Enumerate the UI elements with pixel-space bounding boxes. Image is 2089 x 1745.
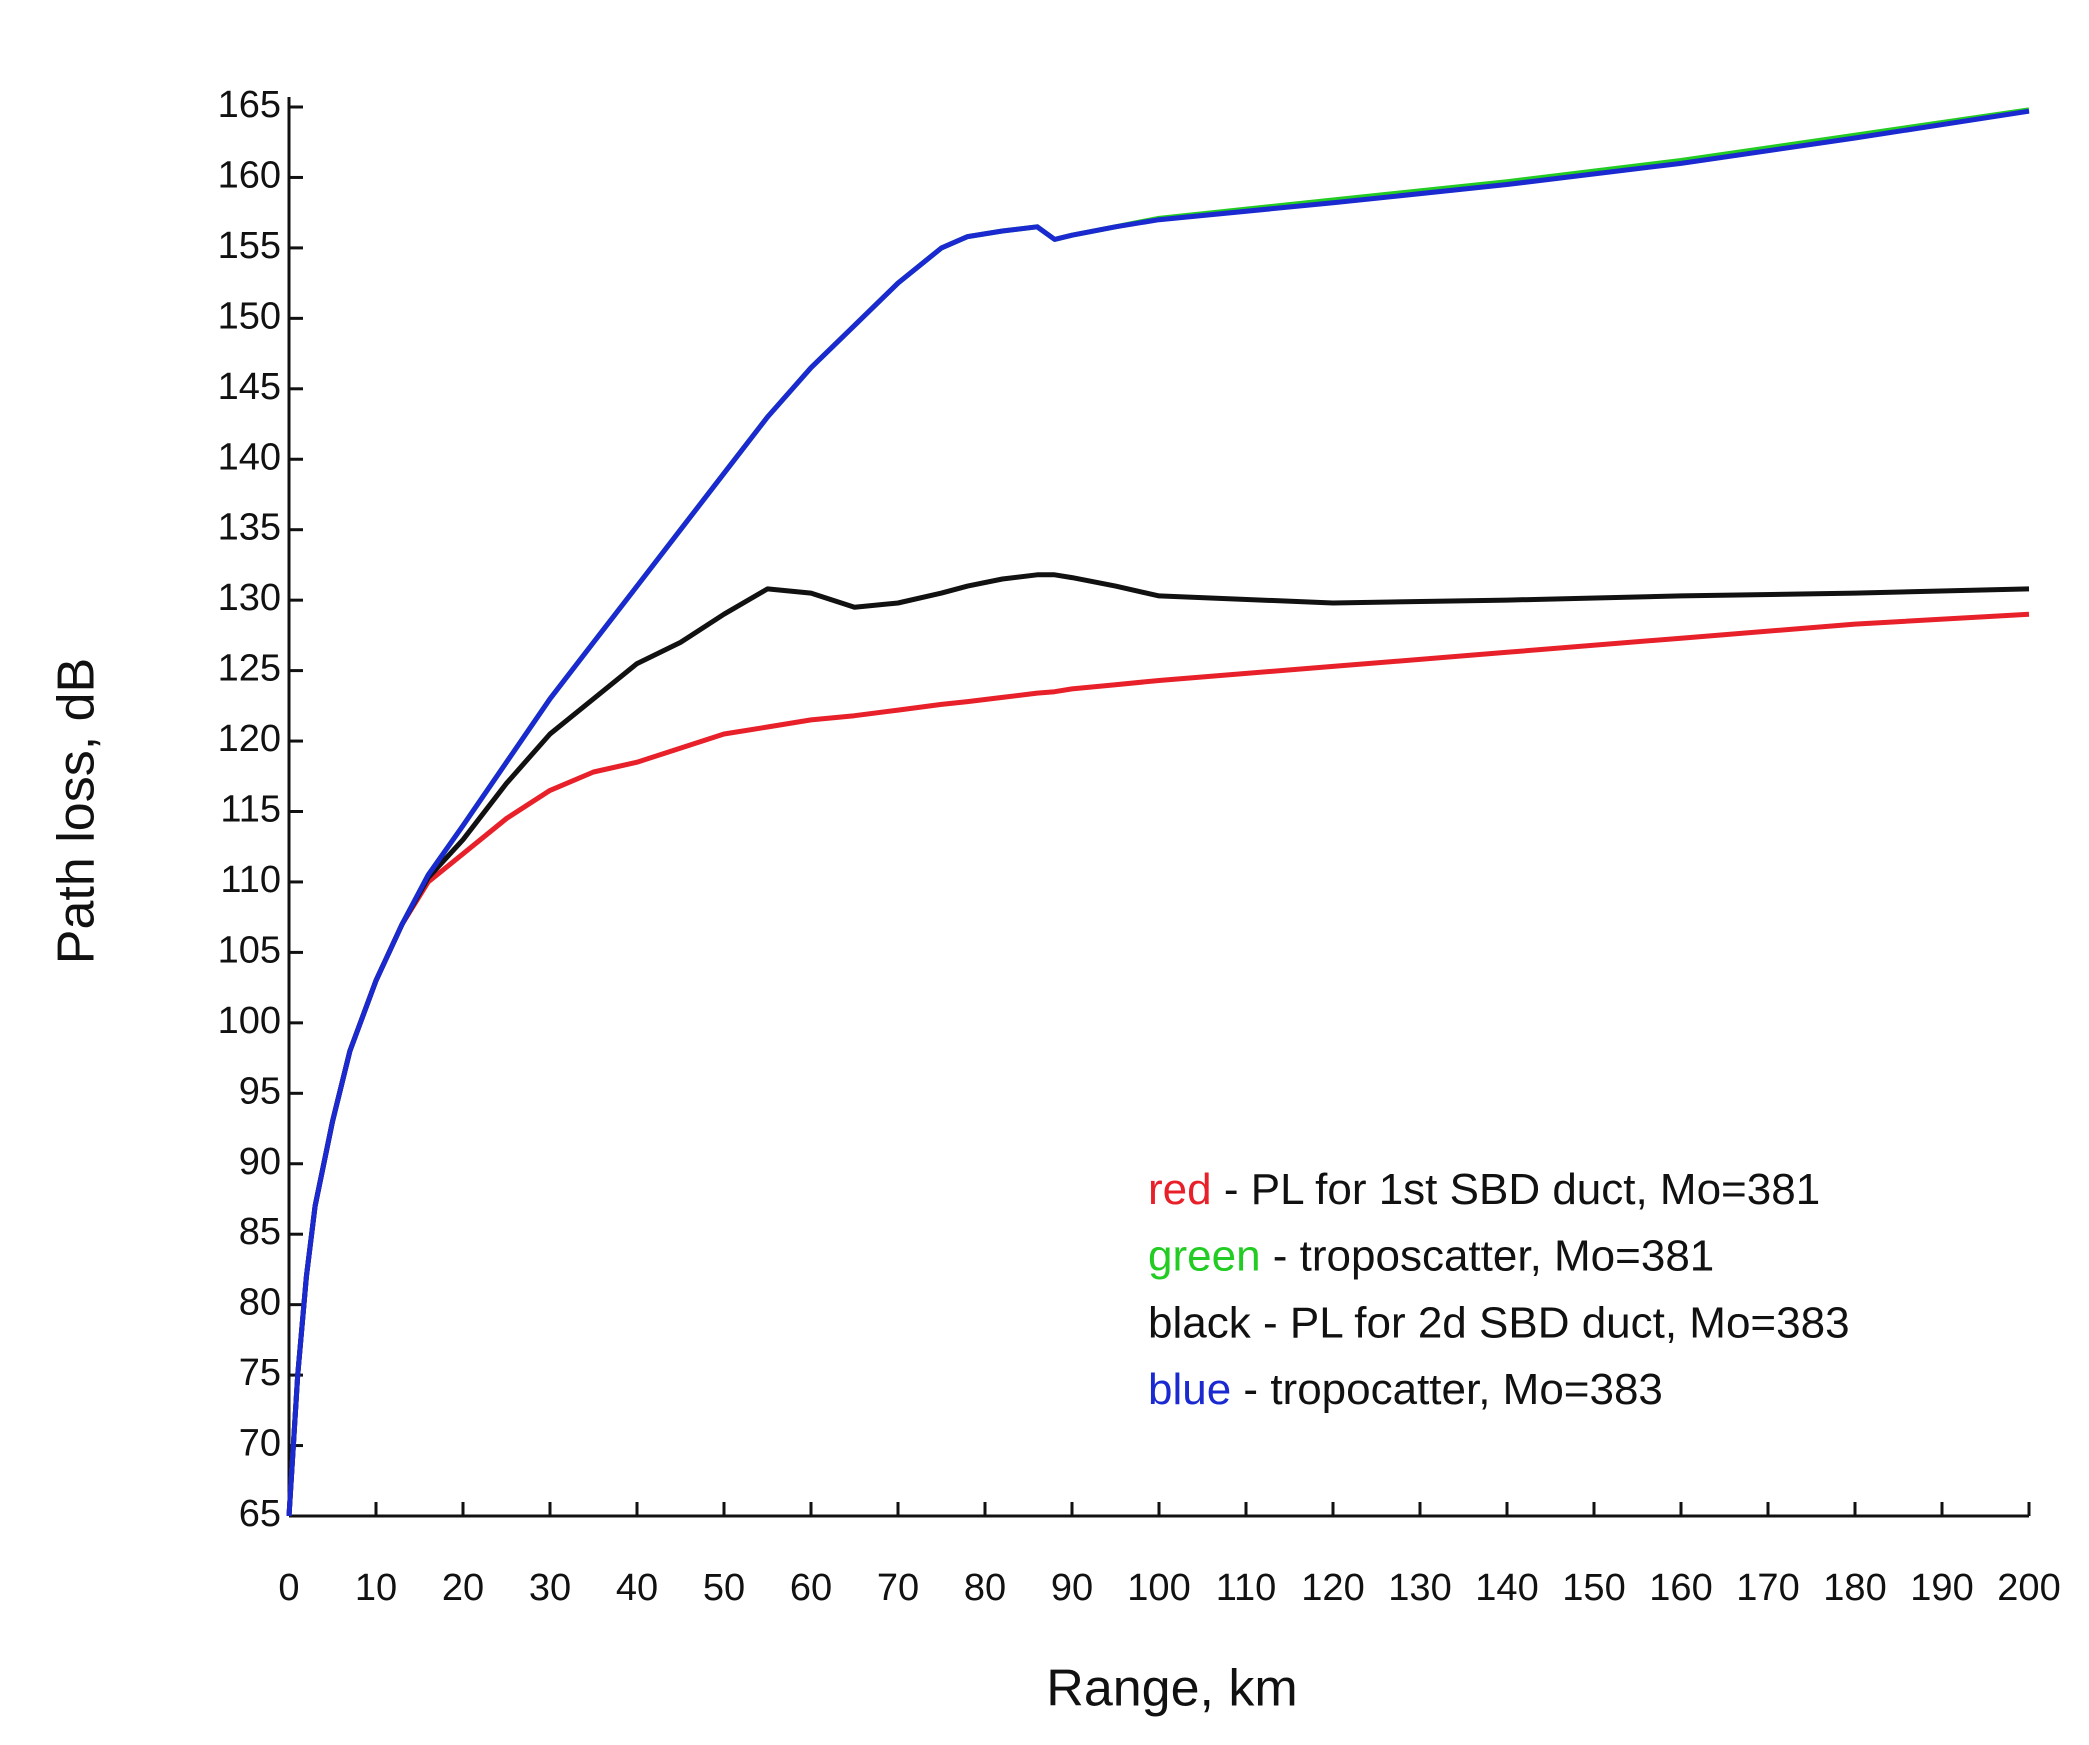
y-tick-label: 125	[218, 648, 281, 690]
legend-separator: -	[1243, 1365, 1258, 1414]
x-tick-label: 50	[703, 1567, 745, 1609]
y-tick-label: 135	[218, 507, 281, 549]
x-tick-label: 160	[1649, 1567, 1712, 1609]
y-tick-label: 65	[239, 1493, 281, 1535]
legend-label: troposcatter, Mo=381	[1300, 1231, 1715, 1280]
y-tick-label: 115	[220, 789, 281, 831]
x-tick-label: 30	[529, 1567, 571, 1609]
legend-entry: blue - tropocatter, Mo=383	[1148, 1365, 1663, 1414]
y-tick-label: 80	[239, 1282, 281, 1324]
x-tick-label: 90	[1051, 1567, 1093, 1609]
x-axis-title: Range, km	[1046, 1660, 1297, 1718]
x-tick-label: 180	[1823, 1567, 1886, 1609]
legend-entry: black - PL for 2d SBD duct, Mo=383	[1148, 1298, 1850, 1347]
legend-label: PL for 2d SBD duct, Mo=383	[1290, 1298, 1850, 1347]
legend-entry: green - troposcatter, Mo=381	[1148, 1231, 1714, 1280]
y-tick-label: 130	[218, 577, 281, 619]
legend-key: black	[1148, 1298, 1252, 1347]
x-tick-label: 60	[790, 1567, 832, 1609]
x-tick-label: 10	[355, 1567, 397, 1609]
x-tick-label: 40	[616, 1567, 658, 1609]
y-tick-label: 110	[220, 859, 281, 901]
line-series	[286, 108, 2030, 1517]
y-tick-label: 140	[218, 436, 281, 478]
y-tick-label: 75	[239, 1352, 281, 1394]
x-tick-label: 150	[1562, 1567, 1625, 1609]
x-tick-label: 70	[877, 1567, 919, 1609]
x-tick-label: 130	[1388, 1567, 1451, 1609]
y-tick-label: 160	[218, 154, 281, 196]
x-tick-label: 0	[278, 1567, 299, 1609]
y-tick-label: 90	[239, 1141, 281, 1183]
legend-label: PL for 1st SBD duct, Mo=381	[1251, 1165, 1820, 1214]
y-tick-label: 145	[218, 366, 281, 408]
x-tick-label: 190	[1910, 1567, 1973, 1609]
y-tick-label: 155	[218, 225, 281, 267]
legend-entry: red - PL for 1st SBD duct, Mo=381	[1148, 1165, 1820, 1214]
x-tick-label: 20	[442, 1567, 484, 1609]
x-tick-label: 140	[1475, 1567, 1538, 1609]
y-tick-label: 105	[218, 929, 281, 971]
y-axis-title: Path loss, dB	[48, 658, 106, 964]
x-tick-label: 80	[964, 1567, 1006, 1609]
y-tick-label: 85	[239, 1211, 281, 1253]
x-tick-label: 100	[1127, 1567, 1190, 1609]
legend-key: blue	[1148, 1365, 1231, 1414]
x-tick-label: 110	[1216, 1567, 1277, 1609]
x-tick-label: 170	[1736, 1567, 1799, 1609]
x-tick-label: 120	[1301, 1567, 1364, 1609]
legend-key: green	[1148, 1231, 1261, 1280]
legend-separator: -	[1224, 1165, 1239, 1214]
legend-separator: -	[1263, 1298, 1278, 1347]
legend-separator: -	[1273, 1231, 1288, 1280]
y-tick-label: 165	[218, 84, 281, 126]
legend-label: tropocatter, Mo=383	[1270, 1365, 1663, 1414]
y-tick-label: 150	[218, 295, 281, 337]
x-tick-label: 200	[1997, 1567, 2060, 1609]
y-tick-label: 95	[239, 1070, 281, 1112]
y-tick-label: 70	[239, 1423, 281, 1465]
y-tick-label: 120	[218, 718, 281, 760]
legend-key: red	[1148, 1165, 1212, 1214]
y-tick-label: 100	[218, 1000, 281, 1042]
